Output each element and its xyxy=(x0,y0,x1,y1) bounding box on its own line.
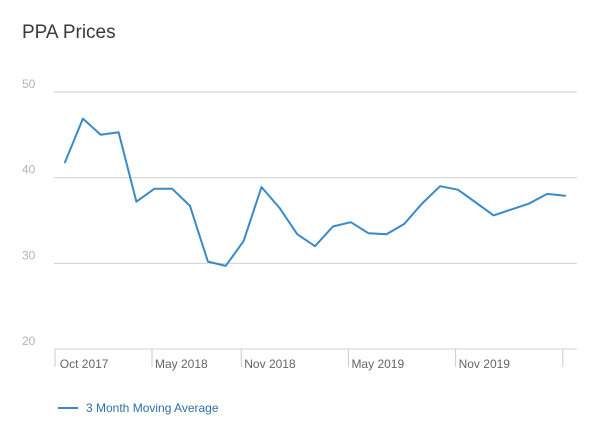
y-tick-label: 20 xyxy=(22,334,36,348)
chart-title: PPA Prices xyxy=(22,22,116,43)
y-tick-label: 30 xyxy=(22,248,36,262)
series-line-0 xyxy=(64,117,567,267)
x-tick-label: Nov 2019 xyxy=(459,357,511,371)
y-tick-label: 50 xyxy=(22,77,36,91)
legend-label: 3 Month Moving Average xyxy=(86,401,219,415)
x-tick-label: Oct 2017 xyxy=(60,357,109,371)
x-tick-label: Nov 2018 xyxy=(244,357,296,371)
x-tick-label: May 2018 xyxy=(155,357,208,371)
x-tick-label: May 2019 xyxy=(351,357,404,371)
y-tick-label: 40 xyxy=(22,163,36,177)
